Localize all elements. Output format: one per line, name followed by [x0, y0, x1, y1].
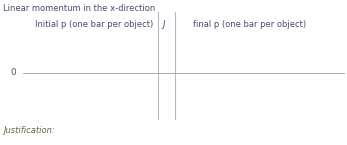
Text: Initial p (one bar per object): Initial p (one bar per object)	[35, 20, 153, 29]
Text: J: J	[162, 20, 165, 29]
Text: final p (one bar per object): final p (one bar per object)	[193, 20, 306, 29]
Text: Justification:: Justification:	[3, 126, 55, 135]
Text: Linear momentum in the x-direction: Linear momentum in the x-direction	[3, 4, 156, 13]
Text: 0: 0	[10, 68, 16, 77]
